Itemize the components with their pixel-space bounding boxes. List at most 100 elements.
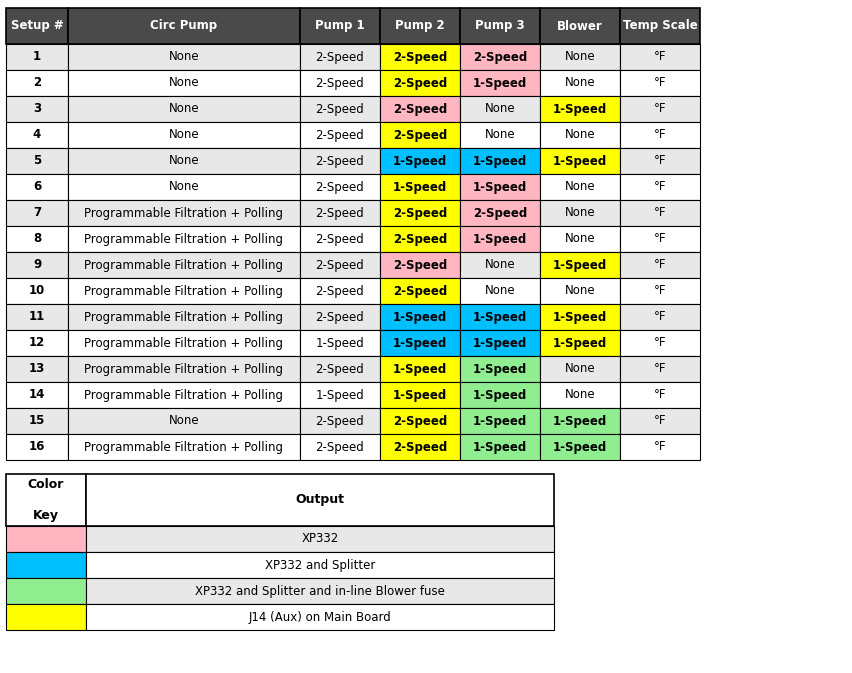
Bar [620, 252, 700, 278]
Text: 2: 2 [33, 77, 41, 90]
Bar [6, 304, 68, 330]
Bar [6, 252, 68, 278]
Text: 1-Speed: 1-Speed [393, 310, 447, 324]
Bar [6, 552, 86, 578]
Bar [380, 434, 460, 460]
Text: °F: °F [653, 50, 666, 63]
Bar [380, 356, 460, 382]
Bar [300, 304, 380, 330]
Bar [620, 148, 700, 174]
Bar [6, 8, 68, 44]
Bar [620, 122, 700, 148]
Text: 2-Speed: 2-Speed [393, 441, 447, 454]
Bar [460, 356, 540, 382]
Text: 2-Speed: 2-Speed [473, 207, 527, 219]
Text: °F: °F [653, 102, 666, 116]
Bar [68, 200, 300, 226]
Text: 2-Speed: 2-Speed [393, 285, 447, 297]
Text: None: None [485, 102, 515, 116]
Text: °F: °F [653, 180, 666, 194]
Text: 1-Speed: 1-Speed [473, 441, 527, 454]
Text: 1-Speed: 1-Speed [553, 102, 607, 116]
Text: Circ Pump: Circ Pump [151, 20, 217, 32]
Bar [380, 174, 460, 200]
Text: None: None [565, 77, 596, 90]
Text: None: None [169, 180, 199, 194]
Bar [540, 356, 620, 382]
Bar [86, 604, 554, 630]
Bar [620, 434, 700, 460]
Bar [6, 382, 68, 408]
Text: 1-Speed: 1-Speed [315, 388, 365, 402]
Bar [68, 96, 300, 122]
Bar [6, 226, 68, 252]
Text: °F: °F [653, 77, 666, 90]
Bar [540, 408, 620, 434]
Text: 7: 7 [33, 207, 41, 219]
Bar [540, 148, 620, 174]
Bar [460, 96, 540, 122]
Text: None: None [169, 129, 199, 141]
Text: 2-Speed: 2-Speed [315, 363, 365, 376]
Text: None: None [565, 50, 596, 63]
Text: °F: °F [653, 207, 666, 219]
Bar [6, 96, 68, 122]
Text: 2-Speed: 2-Speed [315, 207, 365, 219]
Bar [460, 148, 540, 174]
Bar [460, 252, 540, 278]
Bar [86, 526, 554, 552]
Bar [6, 174, 68, 200]
Bar [6, 526, 86, 552]
Text: None: None [565, 232, 596, 246]
Text: 2-Speed: 2-Speed [315, 232, 365, 246]
Text: 1-Speed: 1-Speed [553, 310, 607, 324]
Bar [460, 70, 540, 96]
Bar [620, 200, 700, 226]
Text: 1-Speed: 1-Speed [553, 336, 607, 349]
Bar [540, 70, 620, 96]
Text: °F: °F [653, 336, 666, 349]
Bar [300, 200, 380, 226]
Text: 2-Speed: 2-Speed [393, 129, 447, 141]
Bar [6, 408, 68, 434]
Bar [460, 44, 540, 70]
Text: 1-Speed: 1-Speed [473, 155, 527, 168]
Text: Pump 3: Pump 3 [475, 20, 525, 32]
Text: °F: °F [653, 363, 666, 376]
Text: 2-Speed: 2-Speed [393, 258, 447, 271]
Text: Color

Key: Color Key [28, 479, 64, 522]
Text: °F: °F [653, 415, 666, 427]
Bar [380, 252, 460, 278]
Text: None: None [485, 285, 515, 297]
Text: None: None [565, 180, 596, 194]
Text: XP332: XP332 [302, 532, 338, 546]
Bar [300, 382, 380, 408]
Bar [300, 252, 380, 278]
Bar [68, 122, 300, 148]
Bar [6, 278, 68, 304]
Bar [68, 174, 300, 200]
Bar [620, 278, 700, 304]
Bar [620, 226, 700, 252]
Bar [300, 96, 380, 122]
Text: 1-Speed: 1-Speed [393, 336, 447, 349]
Text: 2-Speed: 2-Speed [393, 50, 447, 63]
Bar [6, 330, 68, 356]
Text: 11: 11 [29, 310, 45, 324]
Bar [6, 356, 68, 382]
Text: 2-Speed: 2-Speed [315, 258, 365, 271]
Bar [460, 330, 540, 356]
Text: 2-Speed: 2-Speed [393, 207, 447, 219]
Text: None: None [169, 102, 199, 116]
Text: None: None [169, 50, 199, 63]
Text: 10: 10 [29, 285, 45, 297]
Bar [540, 330, 620, 356]
Text: 1-Speed: 1-Speed [393, 180, 447, 194]
Text: None: None [565, 285, 596, 297]
Text: 1-Speed: 1-Speed [393, 363, 447, 376]
Text: 1-Speed: 1-Speed [553, 258, 607, 271]
Text: 13: 13 [29, 363, 45, 376]
Text: Output: Output [296, 493, 344, 507]
Text: Programmable Filtration + Polling: Programmable Filtration + Polling [84, 258, 284, 271]
Bar [620, 8, 700, 44]
